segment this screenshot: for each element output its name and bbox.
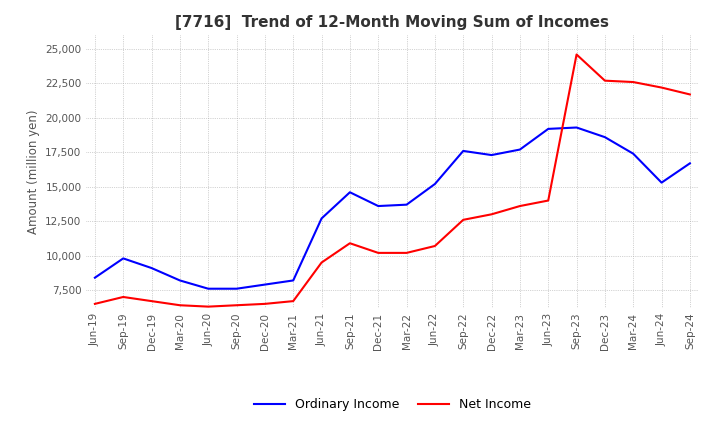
Ordinary Income: [91, 275, 99, 280]
Net Income: [459, 217, 467, 223]
Net Income: [402, 250, 411, 256]
Net Income: [600, 78, 609, 83]
Ordinary Income: [204, 286, 212, 291]
Net Income: [374, 250, 382, 256]
Net Income: [204, 304, 212, 309]
Ordinary Income: [544, 126, 552, 132]
Net Income: [572, 52, 581, 57]
Ordinary Income: [431, 181, 439, 187]
Net Income: [261, 301, 269, 307]
Ordinary Income: [119, 256, 127, 261]
Ordinary Income: [629, 151, 637, 156]
Ordinary Income: [148, 265, 156, 271]
Net Income: [91, 301, 99, 307]
Ordinary Income: [289, 278, 297, 283]
Net Income: [685, 92, 694, 97]
Net Income: [431, 243, 439, 249]
Ordinary Income: [572, 125, 581, 130]
Ordinary Income: [261, 282, 269, 287]
Net Income: [487, 212, 496, 217]
Line: Ordinary Income: Ordinary Income: [95, 128, 690, 289]
Net Income: [318, 260, 326, 265]
Legend: Ordinary Income, Net Income: Ordinary Income, Net Income: [248, 393, 536, 416]
Net Income: [544, 198, 552, 203]
Line: Net Income: Net Income: [95, 55, 690, 307]
Ordinary Income: [459, 148, 467, 154]
Ordinary Income: [402, 202, 411, 207]
Ordinary Income: [374, 203, 382, 209]
Net Income: [176, 303, 184, 308]
Y-axis label: Amount (million yen): Amount (million yen): [27, 110, 40, 234]
Net Income: [148, 298, 156, 304]
Ordinary Income: [318, 216, 326, 221]
Net Income: [289, 298, 297, 304]
Ordinary Income: [346, 190, 354, 195]
Net Income: [516, 203, 524, 209]
Net Income: [119, 294, 127, 300]
Ordinary Income: [233, 286, 241, 291]
Net Income: [233, 303, 241, 308]
Net Income: [629, 79, 637, 84]
Title: [7716]  Trend of 12-Month Moving Sum of Incomes: [7716] Trend of 12-Month Moving Sum of I…: [176, 15, 609, 30]
Ordinary Income: [685, 161, 694, 166]
Net Income: [657, 85, 666, 90]
Ordinary Income: [600, 135, 609, 140]
Net Income: [346, 241, 354, 246]
Ordinary Income: [487, 152, 496, 158]
Ordinary Income: [516, 147, 524, 152]
Ordinary Income: [657, 180, 666, 185]
Ordinary Income: [176, 278, 184, 283]
